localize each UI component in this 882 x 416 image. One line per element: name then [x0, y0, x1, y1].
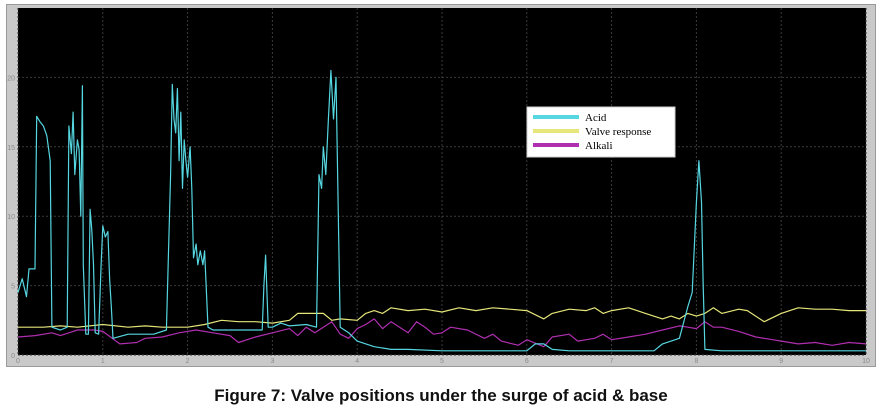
x-tick-label: 6	[525, 358, 529, 365]
series-line-acid	[17, 69, 866, 352]
x-tick-label: 4	[355, 358, 359, 365]
legend-label: Alkali	[585, 140, 613, 152]
x-tick-label: 0	[16, 358, 20, 365]
x-tick-label: 3	[270, 358, 274, 365]
x-tick-label: 7	[610, 358, 614, 365]
y-tick-label: 15	[7, 145, 15, 152]
series-line-valve-response	[18, 307, 866, 328]
y-tick-label: 20	[7, 75, 15, 82]
x-tick-label: 1	[101, 358, 105, 365]
legend-label: Acid	[585, 112, 607, 124]
y-tick-label: 0	[11, 353, 15, 360]
legend-label: Valve response	[585, 126, 651, 138]
x-tick-label: 2	[186, 358, 190, 365]
chart-plot: 0 1 2 3 4 5 6 7 8 9 10 0 5 10 15 20 Acid Valve response Al…	[7, 8, 870, 365]
figure-caption: Figure 7: Valve positions under the surg…	[214, 386, 668, 405]
y-tick-label: 5	[11, 284, 15, 291]
x-tick-label: 8	[694, 358, 698, 365]
x-tick-label: 5	[440, 358, 444, 365]
x-tick-label: 10	[862, 358, 870, 365]
y-tick-label: 10	[7, 214, 15, 221]
x-tick-label: 9	[779, 358, 783, 365]
series-line-alkali	[17, 318, 867, 348]
legend: Acid Valve response Alkali	[526, 106, 676, 158]
